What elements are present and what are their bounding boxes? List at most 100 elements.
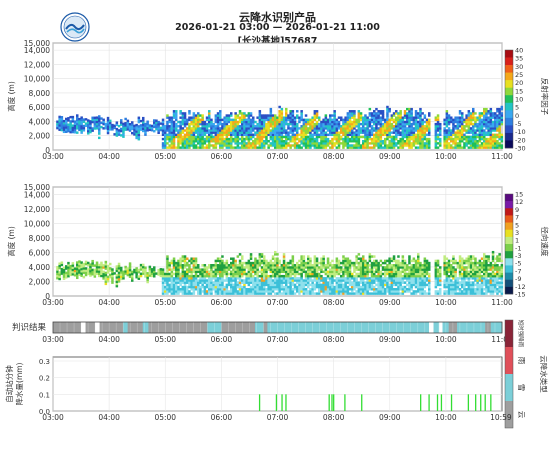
echo-cell <box>271 274 275 278</box>
echo-cell <box>247 146 251 149</box>
echo-cell <box>489 118 493 122</box>
echo-cell <box>98 270 101 273</box>
echo-cell <box>487 140 490 143</box>
echo-cell <box>379 277 383 280</box>
echo-cell <box>241 272 244 276</box>
echo-cell <box>329 125 332 128</box>
echo-cell <box>280 140 284 143</box>
echo-cell <box>265 142 268 145</box>
echo-cell <box>296 272 299 276</box>
echo-cell <box>340 285 343 289</box>
echo-cell <box>254 290 257 293</box>
echo-cell <box>322 125 325 128</box>
echo-cell <box>408 107 411 111</box>
echo-cell <box>274 274 277 278</box>
echo-cell <box>82 265 86 268</box>
echo-cell <box>260 255 264 258</box>
echo-cell <box>410 274 413 278</box>
echo-cell <box>166 125 169 128</box>
echo-cell <box>406 283 409 287</box>
echo-cell <box>302 129 306 132</box>
echo-cell <box>201 135 204 139</box>
echo-cell <box>452 127 455 130</box>
echo-cell <box>243 272 246 276</box>
echo-cell <box>190 274 193 278</box>
echo-cell <box>491 114 495 117</box>
echo-cell <box>278 292 281 295</box>
echo-cell <box>397 288 400 291</box>
echo-cell <box>461 292 464 295</box>
echo-cell <box>474 140 477 143</box>
echo-cell <box>463 283 466 287</box>
echo-cell <box>205 283 209 287</box>
echo-cell <box>230 144 233 147</box>
echo-cell <box>331 259 334 263</box>
echo-cell <box>65 128 68 131</box>
echo-cell <box>456 266 460 269</box>
echo-cell <box>146 120 149 123</box>
echo-cell <box>412 268 416 271</box>
echo-cell <box>190 279 193 282</box>
echo-cell <box>179 125 182 128</box>
echo-cell <box>166 129 169 132</box>
echo-cell <box>408 131 411 134</box>
echo-cell <box>311 292 314 295</box>
echo-cell <box>302 292 306 295</box>
echo-cell <box>73 124 77 128</box>
echo-cell <box>348 279 352 282</box>
echo-cell <box>318 266 321 269</box>
echo-cell <box>355 259 358 263</box>
echo-cell <box>126 128 130 131</box>
echo-cell <box>480 285 484 289</box>
echo-cell <box>335 290 339 293</box>
echo-cell <box>219 131 222 134</box>
echo-cell <box>423 261 427 265</box>
echo-cell <box>106 127 110 130</box>
echo-cell <box>373 112 376 115</box>
echo-cell <box>340 268 343 271</box>
echo-cell <box>71 126 75 130</box>
echo-cell <box>95 270 99 273</box>
echo-cell <box>384 140 387 143</box>
echo-cell <box>359 261 363 265</box>
echo-cell <box>205 125 209 128</box>
echo-cell <box>412 140 416 143</box>
echo-cell <box>117 133 121 136</box>
echo-cell <box>168 144 171 147</box>
echo-cell <box>67 119 70 122</box>
echo-cell <box>245 261 248 265</box>
echo-cell <box>392 118 396 122</box>
echo-cell <box>410 283 413 287</box>
echo-cell <box>159 122 163 125</box>
echo-cell <box>469 135 473 139</box>
echo-cell <box>234 116 237 119</box>
echo-cell <box>331 283 334 287</box>
echo-cell <box>208 112 211 115</box>
echo-cell <box>260 288 264 291</box>
echo-cell <box>388 133 391 137</box>
echo-cell <box>439 270 442 274</box>
echo-cell <box>408 277 411 280</box>
echo-cell <box>252 288 255 291</box>
echo-cell <box>289 279 292 282</box>
echo-cell <box>128 275 132 278</box>
echo-cell <box>263 283 266 287</box>
echo-cell <box>467 122 471 126</box>
echo-cell <box>472 290 475 293</box>
echo-cell <box>282 144 286 147</box>
echo-cell <box>230 285 233 289</box>
echo-cell <box>98 136 101 140</box>
echo-cell <box>104 122 108 126</box>
echo-cell <box>443 257 446 260</box>
echo-cell <box>289 118 292 122</box>
echo-cell <box>439 283 442 287</box>
echo-cell <box>322 257 325 260</box>
echo-cell <box>62 126 66 129</box>
echo-cell <box>329 122 332 126</box>
echo-cell <box>395 290 398 293</box>
echo-cell <box>465 257 468 260</box>
echo-cell <box>199 127 202 130</box>
echo-cell <box>331 127 334 130</box>
echo-cell <box>111 277 114 280</box>
echo-cell <box>117 264 121 268</box>
